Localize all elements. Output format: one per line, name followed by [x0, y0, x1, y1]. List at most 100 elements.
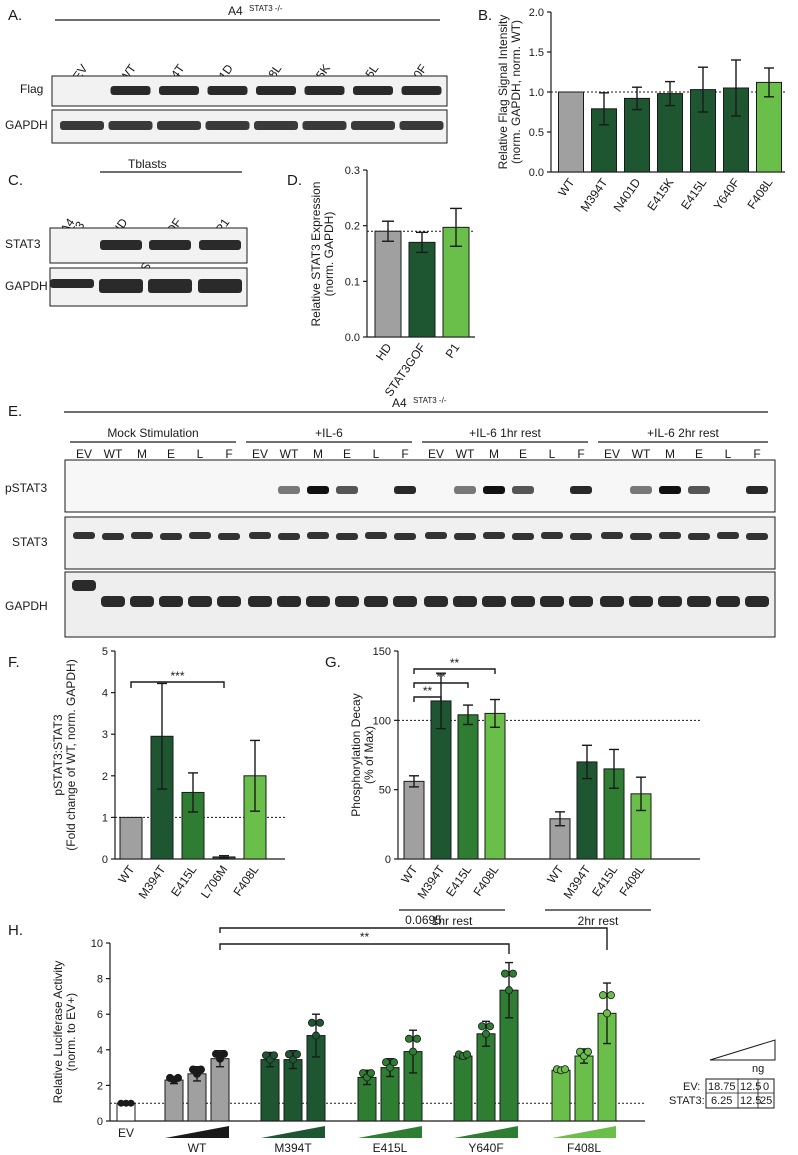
chart-h-bar — [164, 1079, 184, 1122]
dose-ev-3: 0 — [763, 1081, 769, 1093]
flag-band — [256, 86, 296, 95]
lane-label-e: E — [695, 447, 703, 461]
chart-b-bar — [723, 87, 749, 173]
lane-label-e: F — [401, 447, 408, 461]
blot-row-label-gapdh: GAPDH — [5, 118, 48, 132]
chart-b: 0.0 0.5 1.0 1.5 2.0 Relative Flag Signal Inte… — [496, 7, 785, 214]
chart-h-dose-ramp — [358, 1126, 422, 1138]
chart-h-ev-label: EV — [118, 1126, 134, 1140]
lane-label-e: M — [665, 447, 675, 461]
chart-g-sig-label: ** — [450, 656, 460, 670]
gapdh-band — [60, 121, 104, 130]
chart-b-ytick-label: 1.0 — [529, 87, 544, 99]
flag-band — [159, 86, 199, 95]
chart-h-ylabel: Relative Luciferase Activity — [51, 961, 65, 1104]
stat3-band-e — [249, 532, 271, 539]
chart-g-ylabel: Phosphorylation Decay — [349, 693, 363, 816]
chart-g-ytick-label: 150 — [373, 646, 391, 658]
chart-g-sig-bracket — [413, 668, 496, 674]
chart-d-ytick-label: 0.2 — [345, 221, 360, 233]
chart-b-ylabel: Relative Flag Signal Intensity — [496, 15, 510, 170]
gapdh-band-e — [101, 596, 125, 607]
gapdh-band — [399, 121, 444, 130]
stat3-band-c — [199, 240, 241, 250]
stat3-band-e — [73, 532, 95, 539]
chart-h-point — [603, 1009, 612, 1018]
chart-g-sig-label: ** — [436, 670, 446, 684]
chart-g-bar — [484, 712, 506, 860]
blot-row-label-flag: Flag — [20, 82, 43, 96]
stat3-band-c — [100, 240, 142, 250]
pstat3-band — [688, 486, 710, 494]
gapdh-band-c — [50, 279, 94, 288]
chart-h-ytick-label: 4 — [97, 1045, 103, 1057]
chart-b-x-label: F408L — [744, 175, 775, 211]
dose-unit: ng — [752, 1063, 764, 1075]
chart-d: 0.0 0.1 0.2 0.3 Relative STAT3 Expression (no… — [309, 165, 475, 399]
pstat3-band — [746, 486, 768, 494]
chart-f-ylabel: (Fold change of WT, norm. GAPDH) — [64, 659, 78, 850]
chart-f-ytick-label: 3 — [102, 729, 108, 741]
chart-f-x-label: M394T — [136, 862, 169, 901]
pstat3-band — [570, 486, 592, 494]
chart-g-ytick-label: 0 — [385, 854, 391, 866]
stat3-band-e — [570, 533, 592, 540]
stat3-band-e — [512, 533, 534, 540]
pstat3-band — [512, 486, 534, 494]
chart-h-group-label: Y640F — [468, 1141, 503, 1155]
chart-d-bar — [408, 241, 436, 338]
lane-label-e: M — [313, 447, 323, 461]
blot-row-label-gapdh-c: GAPDH — [5, 279, 48, 293]
chart-f-ytick-label: 0 — [102, 854, 108, 866]
stat3-band-e — [454, 533, 476, 540]
panel-e-letter: E. — [8, 403, 22, 420]
dose-stat3-3: 25 — [760, 1095, 772, 1107]
gapdh-band-c — [198, 279, 242, 293]
chart-h-point — [173, 1073, 182, 1082]
stat3-band-e — [365, 532, 387, 539]
gapdh-band-e — [745, 596, 769, 607]
blot-row-label-stat3-c: STAT3 — [5, 237, 41, 251]
gapdh-band-e — [424, 596, 448, 607]
stat3-band-e — [394, 533, 416, 540]
gapdh-band-e — [600, 596, 624, 607]
chart-b-ylabel: (norm. GAPDH, norm. WT) — [509, 20, 523, 164]
chart-b-x-label: WT — [555, 175, 578, 199]
chart-g-sig-bracket — [413, 696, 442, 702]
chart-h-dose-ramp — [552, 1126, 616, 1138]
stat3-band-e — [541, 532, 563, 539]
chart-d-ylabel: Relative STAT3 Expression — [309, 182, 323, 327]
pstat3-band — [483, 486, 505, 494]
pstat3-band — [278, 486, 300, 494]
lane-label-e: L — [725, 447, 732, 461]
chart-h-point — [481, 1029, 490, 1038]
gapdh-band-e — [716, 596, 740, 607]
chart-h-point — [508, 969, 517, 978]
stat3-band-e — [746, 533, 768, 540]
chart-h-ytick-label: 6 — [97, 1009, 103, 1021]
panel-a-header: A4 STAT3 -/- — [55, 4, 440, 21]
group-label-e: +IL-6 2hr rest — [647, 426, 719, 440]
chart-f-x-label: WT — [115, 862, 138, 886]
chart-h-point — [307, 1018, 316, 1027]
chart-h-sig-bracket — [219, 927, 608, 950]
chart-b-ytick-label: 1.5 — [529, 47, 544, 59]
panel-e-lane-labels: EV WT M E L F EV WT M E L F EV WT M E L F EV WT M E L F — [76, 447, 761, 461]
lane-label-e: F — [753, 447, 760, 461]
chart-h-dose-ramp — [454, 1126, 518, 1138]
pstat3-band — [394, 486, 416, 494]
chart-d-ytick-label: 0.3 — [345, 165, 360, 177]
gapdh-band — [205, 121, 250, 130]
dose-row2-label: STAT3: — [669, 1095, 705, 1107]
chart-h-bar — [574, 1055, 594, 1122]
lane-label-e: WT — [456, 447, 475, 461]
chart-f-ytick-label: 1 — [102, 812, 108, 824]
chart-h-bar — [551, 1069, 571, 1122]
chart-g-x-label: M394T — [561, 862, 594, 901]
chart-h-point — [500, 969, 509, 978]
chart-h-bar — [210, 1058, 230, 1122]
blot-row-label-stat3-e: STAT3 — [12, 535, 48, 549]
chart-h-point — [311, 1031, 320, 1040]
panel-a-letter: A. — [8, 7, 22, 24]
